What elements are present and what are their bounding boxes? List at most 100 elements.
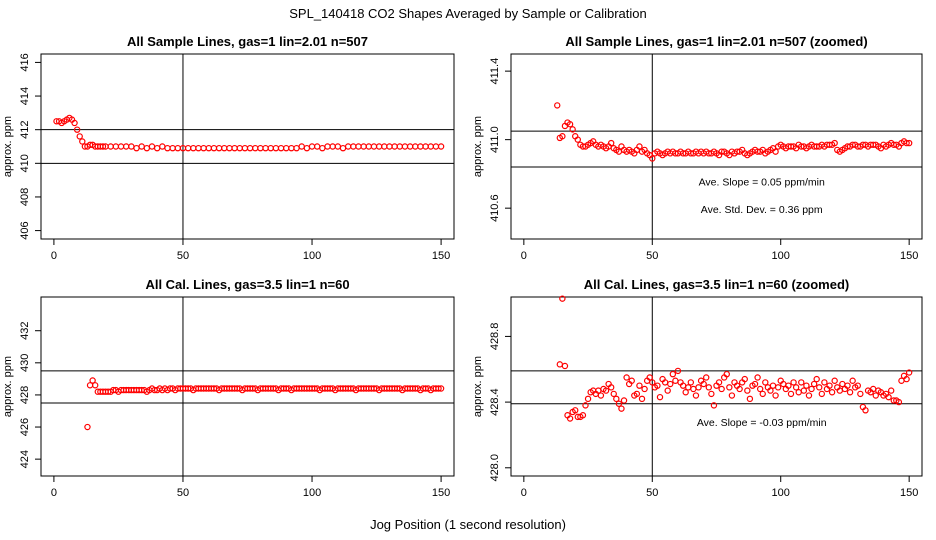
panel-title: All Cal. Lines, gas=3.5 lin=1 n=60 (145, 277, 349, 292)
data-point (422, 143, 429, 150)
data-point (73, 126, 81, 133)
y-tick-label: 428.4 (489, 388, 501, 416)
data-point (795, 389, 802, 396)
data-point (324, 143, 331, 150)
data-point (728, 392, 736, 399)
data-point (654, 382, 661, 389)
data-point (319, 144, 326, 152)
data-point (759, 390, 766, 398)
data-point (375, 143, 383, 150)
data-point (437, 385, 445, 392)
data-point (646, 374, 653, 381)
data-point (772, 392, 779, 399)
data-point (566, 415, 574, 422)
data-point (128, 143, 135, 150)
data-point (792, 384, 800, 391)
data-point (790, 379, 797, 386)
y-tick-label: 412 (19, 121, 31, 139)
data-point (561, 362, 569, 370)
data-point (184, 144, 192, 152)
panel-1: All Sample Lines, gas=1 lin=2.01 n=507 ap… (2, 34, 455, 262)
data-point (210, 144, 218, 152)
data-point (566, 121, 574, 128)
data-point (607, 139, 615, 147)
figure-title: SPL_140418 CO2 Shapes Averaged by Sample… (289, 6, 647, 21)
y-tick-label: 406 (19, 221, 31, 239)
y-tick-label: 428.8 (489, 323, 501, 351)
y-tick-label: 416 (19, 53, 31, 71)
data-point (767, 387, 774, 394)
data-point (854, 382, 861, 389)
data-point (636, 382, 643, 389)
data-point (200, 144, 207, 152)
data-point (344, 143, 352, 150)
data-point (556, 361, 564, 368)
data-point (579, 412, 587, 419)
data-point (887, 387, 895, 394)
x-tick-label: 150 (432, 250, 450, 262)
data-point (288, 144, 295, 152)
data-point (401, 143, 409, 150)
data-point (262, 144, 269, 152)
data-point (787, 390, 795, 398)
data-point (76, 133, 83, 140)
y-tick-label: 408 (19, 188, 31, 206)
data-point (826, 382, 833, 389)
data-point (754, 374, 761, 381)
data-point (298, 143, 305, 150)
data-point (355, 143, 362, 150)
y-tick-label: 428 (19, 386, 31, 404)
data-point (257, 144, 264, 152)
data-point (669, 370, 677, 378)
data-point (117, 143, 125, 150)
data-point (427, 143, 434, 150)
panel-3: All Cal. Lines, gas=3.5 lin=1 n=60 approx… (2, 277, 455, 499)
y-tick-label: 414 (19, 87, 31, 105)
y-tick-label: 410.6 (489, 194, 501, 222)
data-point (800, 387, 808, 394)
data-point (569, 126, 576, 133)
data-point (112, 143, 120, 150)
data-point (744, 387, 751, 394)
data-point (391, 143, 398, 150)
data-point (821, 379, 828, 386)
x-tick-label: 150 (432, 487, 450, 499)
data-point (190, 144, 197, 152)
data-point (572, 407, 579, 414)
data-point (267, 144, 274, 152)
data-point (769, 382, 777, 389)
data-point (723, 370, 730, 378)
y-tick-label: 410 (19, 154, 31, 172)
data-point (107, 143, 114, 150)
data-point (396, 143, 403, 150)
data-point (597, 392, 605, 399)
data-point (664, 387, 671, 394)
data-point (649, 379, 656, 386)
data-point (559, 295, 566, 302)
data-point (339, 144, 347, 152)
data-point (831, 139, 838, 147)
data-point (89, 377, 96, 384)
x-tick-label: 50 (177, 487, 189, 499)
panel-title: All Sample Lines, gas=1 lin=2.01 n=507 (127, 34, 368, 49)
data-point (641, 385, 648, 393)
data-point (252, 144, 259, 152)
data-point (412, 143, 419, 150)
data-point (623, 374, 630, 381)
data-point (293, 144, 300, 152)
data-point (831, 377, 838, 384)
data-point (700, 380, 707, 388)
data-point (672, 377, 679, 384)
data-point (638, 395, 646, 403)
data-point (231, 144, 238, 152)
data-point (620, 397, 628, 404)
data-point (164, 144, 171, 152)
data-point (84, 423, 91, 431)
data-point (365, 143, 373, 150)
data-point (329, 143, 336, 150)
data-point (705, 384, 712, 391)
data-point (226, 144, 233, 152)
data-point (857, 390, 864, 398)
data-point (816, 384, 823, 391)
